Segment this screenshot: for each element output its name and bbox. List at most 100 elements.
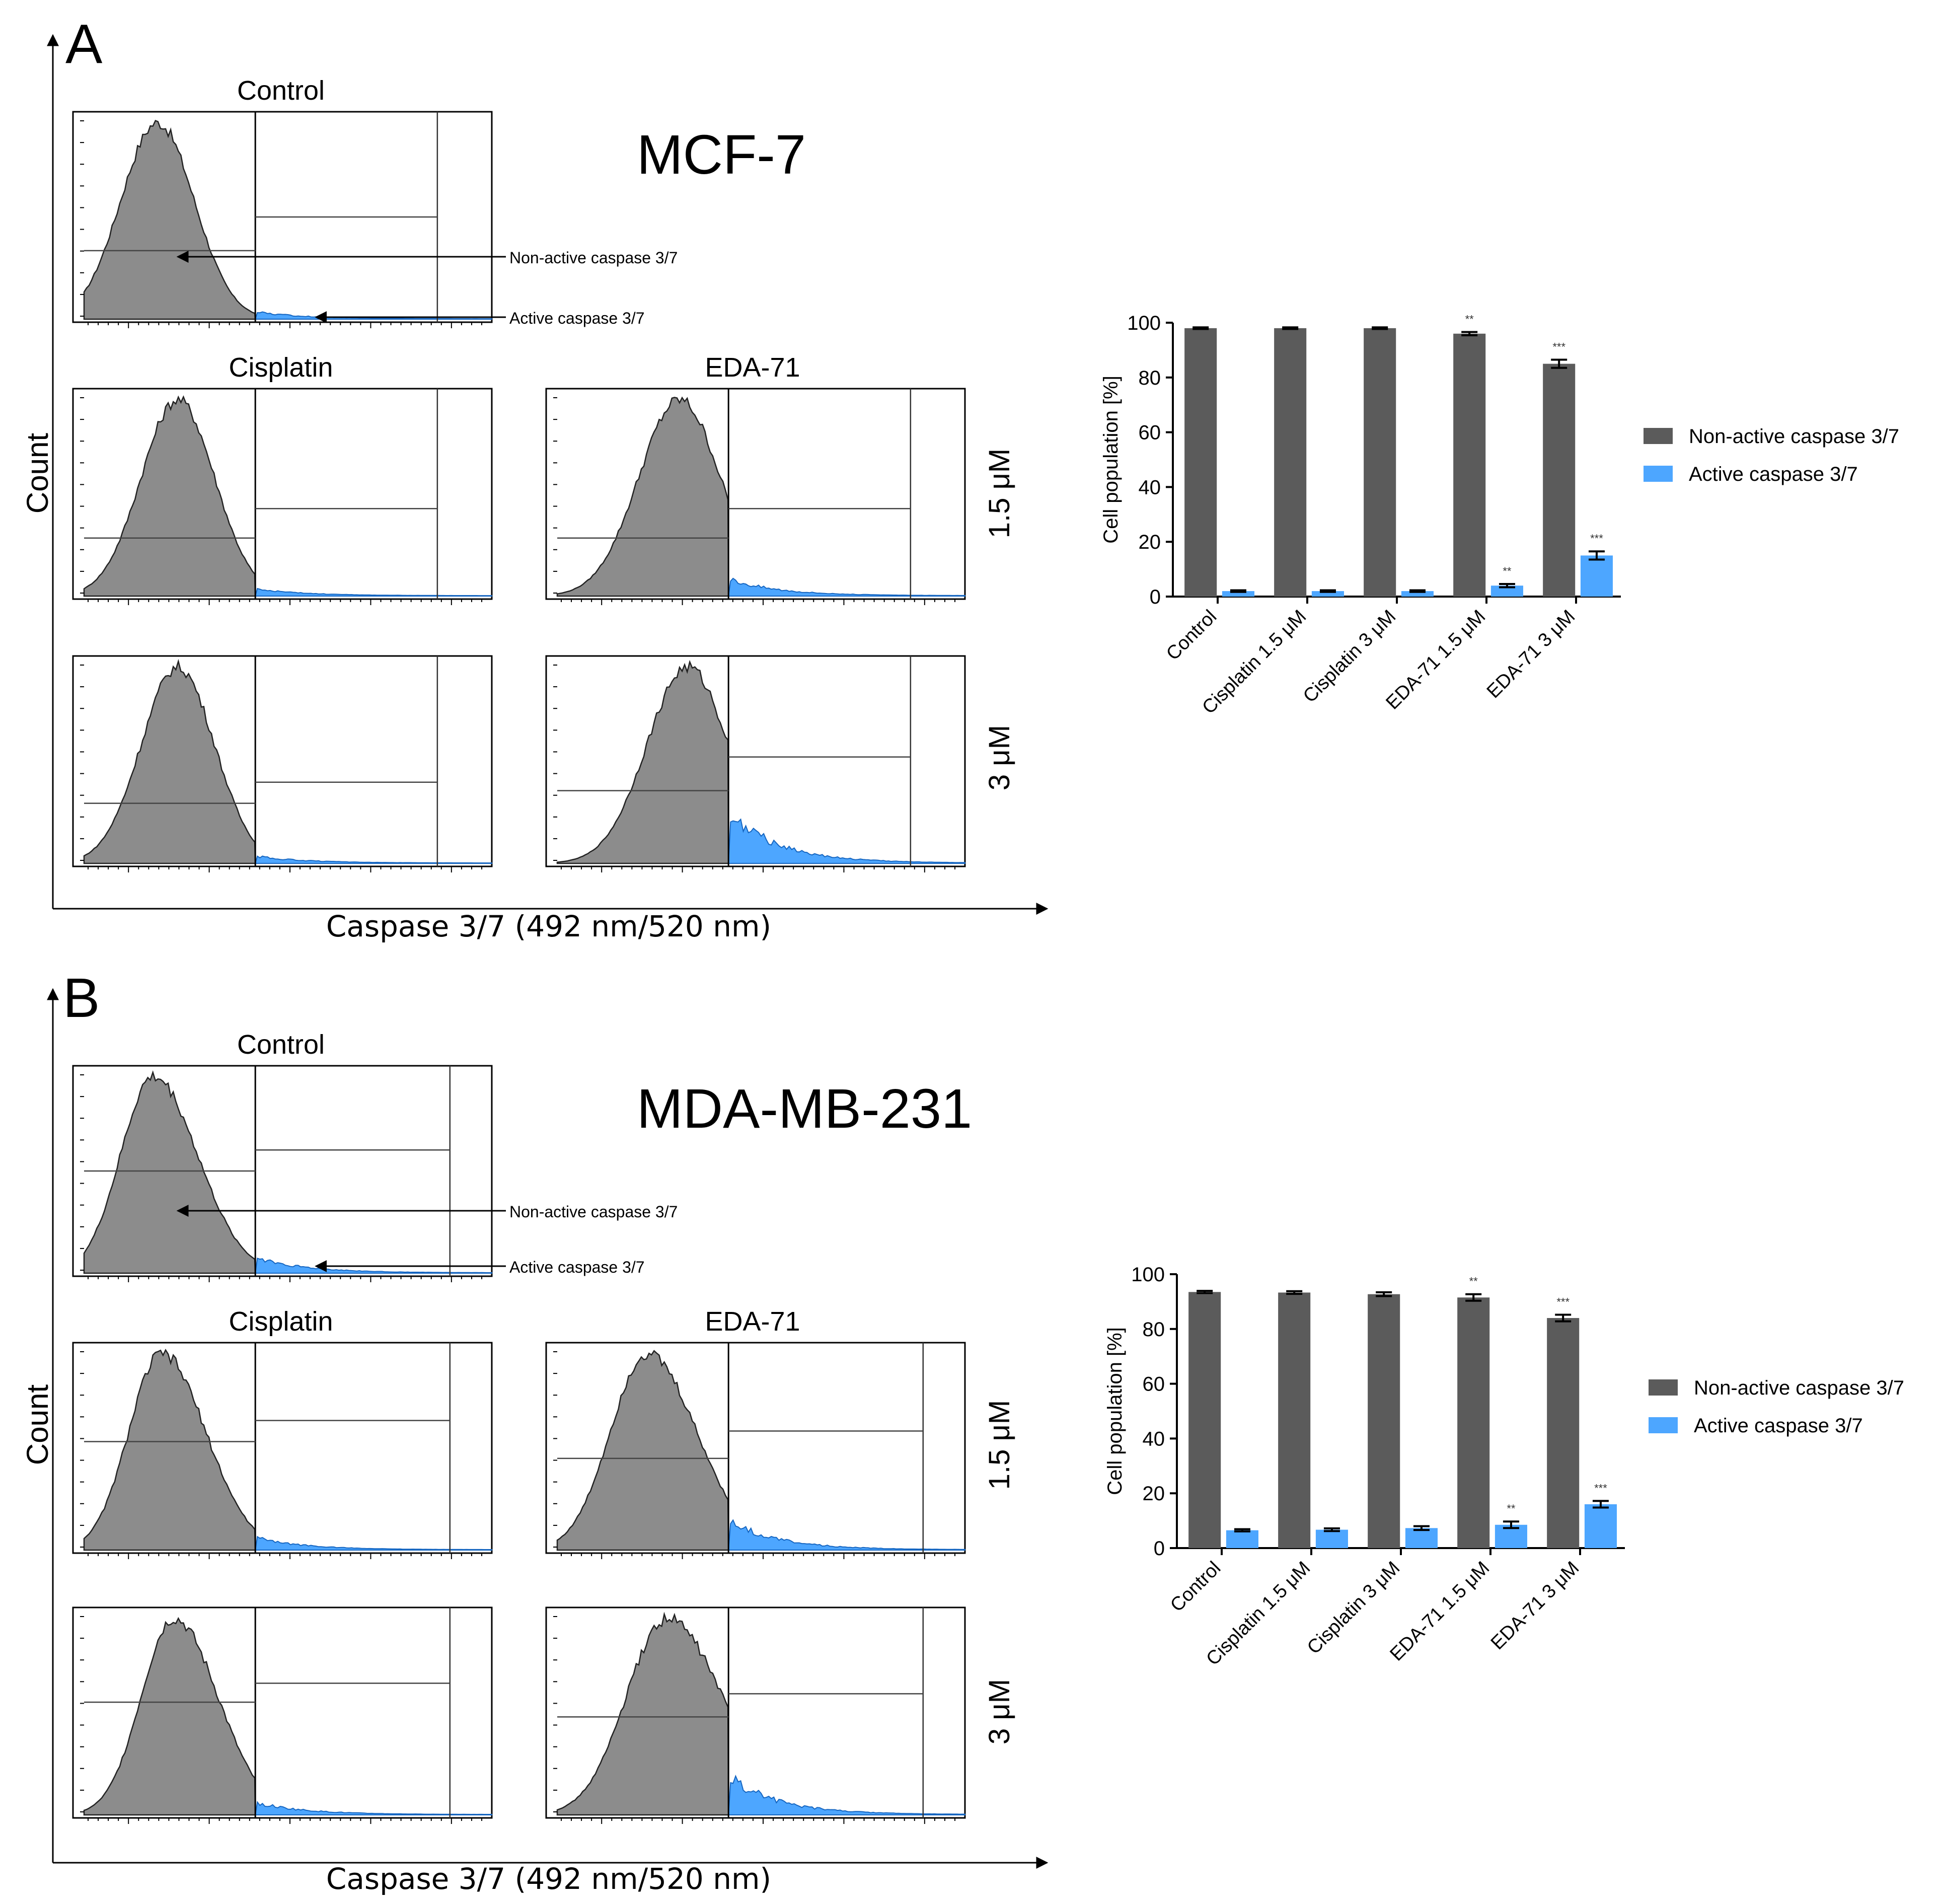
bar <box>1222 591 1254 597</box>
bar <box>1226 1530 1258 1548</box>
bar <box>1584 1504 1617 1548</box>
histogram-active <box>254 855 492 864</box>
y-tick-label: 20 <box>1139 531 1161 553</box>
histogram-non-active <box>556 1350 729 1551</box>
histogram-non-active <box>83 658 256 864</box>
x-tick-label: Cisplatin 3 μM <box>1299 606 1400 707</box>
y-tick-label: 100 <box>1127 312 1161 334</box>
hist-a-cisplatin-1-5 <box>72 388 493 605</box>
significance-label: *** <box>1552 340 1565 353</box>
hist-b-control <box>72 1065 506 1282</box>
frame-axes-a <box>47 34 1049 915</box>
significance-label: *** <box>1594 1482 1607 1494</box>
histogram-frame <box>545 388 966 600</box>
y-tick-label: 20 <box>1143 1483 1165 1505</box>
y-tick-label: 60 <box>1139 422 1161 444</box>
histogram-active <box>255 1801 492 1815</box>
histogram-non-active <box>83 1070 256 1274</box>
histogram-active <box>255 1535 492 1551</box>
bar <box>1274 328 1307 597</box>
y-tick-label: 0 <box>1154 1537 1165 1560</box>
frame-axes-b <box>47 988 1049 1869</box>
count-axis-label: Count <box>21 433 54 514</box>
histogram-non-active <box>83 1617 256 1816</box>
x-tick-label: EDA-71 3 μM <box>1483 606 1580 703</box>
control-title: Control <box>237 76 325 106</box>
hist-b-cisplatin-3 <box>72 1606 493 1824</box>
bar <box>1457 1297 1490 1548</box>
x-axis-title: Caspase 3/7 (492 nm/520 nm) <box>326 909 771 943</box>
histogram-non-active <box>556 396 729 597</box>
histogram-active <box>255 1257 492 1274</box>
significance-label: ** <box>1465 313 1474 325</box>
y-tick-label: 80 <box>1143 1319 1165 1341</box>
bar <box>1401 591 1434 597</box>
histogram-active <box>728 1519 965 1551</box>
histogram-non-active <box>83 1349 256 1551</box>
annotation-active: Active caspase 3/7 <box>509 1258 645 1276</box>
panel-b: B MDA-MB-231 Count Caspase 3/7 (492 nm/5… <box>21 967 1049 1896</box>
hist-b-cisplatin-1-5 <box>72 1342 493 1559</box>
hist-a-eda71-1-5 <box>545 388 966 605</box>
significance-label: ** <box>1503 565 1512 577</box>
x-tick-label: Control <box>1166 1558 1225 1616</box>
col-title-eda71: EDA-71 <box>705 352 800 383</box>
legend-swatch <box>1649 1417 1678 1433</box>
count-axis-label: Count <box>21 1384 54 1465</box>
hist-a-cisplatin-3 <box>72 655 493 872</box>
row-label-3um: 3 μM <box>983 725 1016 790</box>
hist-b-eda71-3 <box>545 1606 966 1824</box>
histogram-active <box>254 588 492 597</box>
legend-label: Non-active caspase 3/7 <box>1689 425 1899 448</box>
bar <box>1547 1318 1580 1548</box>
legend-label: Active caspase 3/7 <box>1694 1415 1863 1437</box>
y-tick-label: 100 <box>1131 1264 1165 1286</box>
col-title-cisplatin: Cisplatin <box>229 1306 333 1337</box>
histogram-non-active <box>556 1612 729 1816</box>
histogram-active <box>728 818 965 864</box>
legend-swatch <box>1649 1379 1678 1396</box>
bar <box>1490 585 1523 597</box>
x-tick-label: EDA-71 3 μM <box>1487 1558 1584 1654</box>
x-tick-label: Cisplatin 3 μM <box>1303 1558 1404 1658</box>
hist-a-control <box>72 111 506 328</box>
bar-chart-b: 0 20 40 60 80 100 Cell population [%] Control Ci… <box>1104 1264 1904 1670</box>
histogram-active <box>728 577 965 597</box>
histogram-active <box>728 1775 965 1815</box>
histogram-non-active <box>83 119 256 320</box>
histogram-non-active <box>556 660 729 864</box>
annotation-active: Active caspase 3/7 <box>509 309 645 327</box>
cell-line-title: MCF-7 <box>637 124 806 186</box>
bar <box>1188 1292 1221 1548</box>
legend-swatch <box>1644 466 1673 482</box>
row-label-3um: 3 μM <box>983 1679 1016 1744</box>
col-title-eda71: EDA-71 <box>705 1306 800 1337</box>
y-axis-label: Cell population [%] <box>1104 1327 1126 1495</box>
x-tick-label: Control <box>1162 606 1221 665</box>
panel-a: A MCF-7 Count Caspase 3/7 (492 nm/520 nm… <box>21 13 1049 943</box>
bar <box>1364 328 1396 597</box>
significance-label: ** <box>1469 1275 1478 1288</box>
y-tick-label: 40 <box>1139 476 1161 498</box>
legend-label: Non-active caspase 3/7 <box>1694 1377 1904 1399</box>
panel-letter: B <box>63 967 100 1029</box>
annotation-non-active: Non-active caspase 3/7 <box>509 1203 678 1221</box>
bar-chart-a: 0 20 40 60 80 100 Cell population [%] Control Ci… <box>1100 312 1899 718</box>
col-title-cisplatin: Cisplatin <box>229 352 333 383</box>
bar <box>1311 591 1344 597</box>
significance-label: ** <box>1507 1502 1516 1515</box>
legend-swatch <box>1644 428 1673 444</box>
x-axis-title: Caspase 3/7 (492 nm/520 nm) <box>326 1862 771 1896</box>
y-tick-label: 0 <box>1150 586 1161 608</box>
significance-label: *** <box>1556 1296 1570 1308</box>
bar <box>1184 328 1217 597</box>
control-title: Control <box>237 1030 325 1060</box>
y-axis-label: Cell population [%] <box>1100 376 1122 544</box>
significance-label: *** <box>1590 532 1603 545</box>
bar <box>1543 363 1576 597</box>
annotation-non-active: Non-active caspase 3/7 <box>509 249 678 267</box>
bar <box>1453 333 1486 597</box>
bar <box>1278 1292 1311 1548</box>
bar <box>1580 555 1613 597</box>
